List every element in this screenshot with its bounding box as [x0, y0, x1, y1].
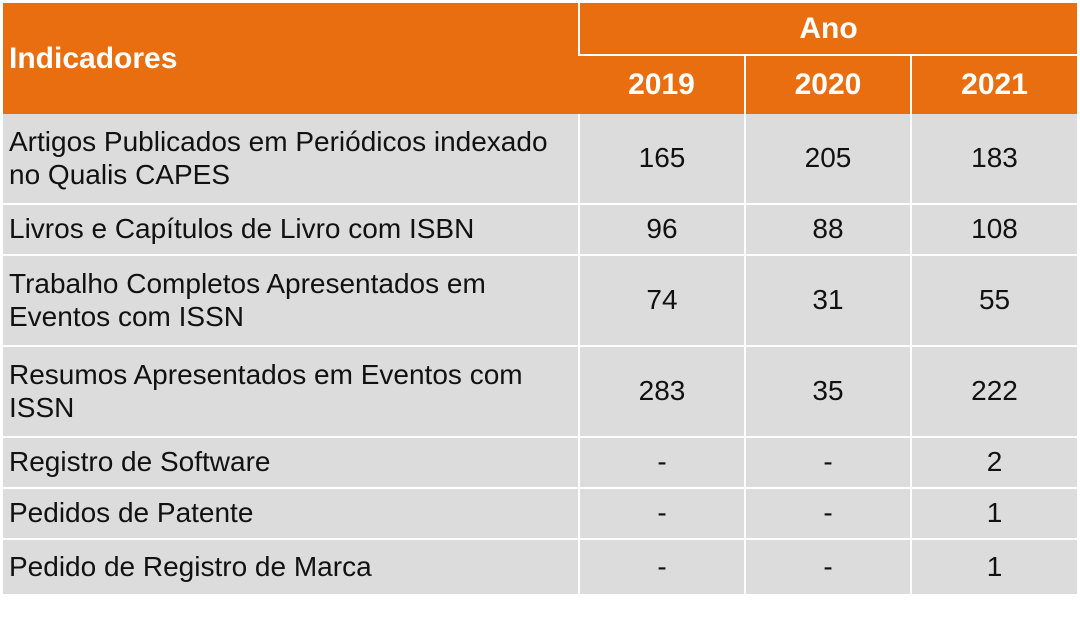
value-cell: 2	[909, 436, 1078, 488]
value-cell: 1	[909, 538, 1078, 594]
value-cell: -	[578, 538, 745, 594]
value-cell: 108	[909, 203, 1078, 255]
table-row: Trabalho Completos Apresentados em Event…	[3, 254, 1078, 346]
value-cell: 88	[744, 203, 911, 255]
table-row: Pedidos de Patente - - 1	[3, 487, 1078, 539]
table-row: Registro de Software - - 2	[3, 436, 1078, 488]
value-cell: 222	[909, 345, 1078, 437]
table-row: Livros e Capítulos de Livro com ISBN 96 …	[3, 203, 1078, 255]
row-label: Trabalho Completos Apresentados em Event…	[3, 254, 579, 346]
row-label: Resumos Apresentados em Eventos com ISSN	[3, 345, 579, 437]
row-label: Pedidos de Patente	[3, 487, 579, 539]
value-cell: 283	[578, 345, 745, 437]
header-row-years: 2019 2020 2021	[3, 54, 1078, 114]
table-body: Artigos Publicados em Periódicos indexad…	[3, 114, 1078, 594]
value-cell: -	[744, 487, 911, 539]
table-header: Indicadores Ano 2019 2020 2021	[3, 3, 1078, 114]
year-header-2020: 2020	[744, 54, 911, 114]
indicator-column-header: Indicadores	[3, 3, 579, 114]
year-group-header: Ano	[577, 3, 1078, 55]
row-label: Registro de Software	[3, 436, 579, 488]
value-cell: 31	[744, 254, 911, 346]
value-cell: 205	[744, 114, 911, 204]
value-cell: 55	[909, 254, 1078, 346]
year-header-2019: 2019	[579, 54, 745, 114]
row-label: Artigos Publicados em Periódicos indexad…	[3, 114, 579, 204]
table-row: Artigos Publicados em Periódicos indexad…	[3, 114, 1078, 204]
value-cell: -	[578, 487, 745, 539]
value-cell: 96	[578, 203, 745, 255]
value-cell: -	[744, 436, 911, 488]
table-row: Resumos Apresentados em Eventos com ISSN…	[3, 345, 1078, 437]
value-cell: 183	[909, 114, 1078, 204]
value-cell: -	[744, 538, 911, 594]
row-label: Livros e Capítulos de Livro com ISBN	[3, 203, 579, 255]
value-cell: 35	[744, 345, 911, 437]
value-cell: 74	[578, 254, 745, 346]
table-row: Pedido de Registro de Marca - - 1	[3, 538, 1078, 594]
value-cell: 165	[578, 114, 745, 204]
value-cell: -	[578, 436, 745, 488]
row-label: Pedido de Registro de Marca	[3, 538, 579, 594]
header-row-group: Indicadores Ano	[3, 3, 1078, 114]
year-header-2021: 2021	[909, 54, 1078, 114]
value-cell: 1	[909, 487, 1078, 539]
indicators-table: Indicadores Ano 2019 2020 2021 Artigos P…	[3, 3, 1078, 594]
